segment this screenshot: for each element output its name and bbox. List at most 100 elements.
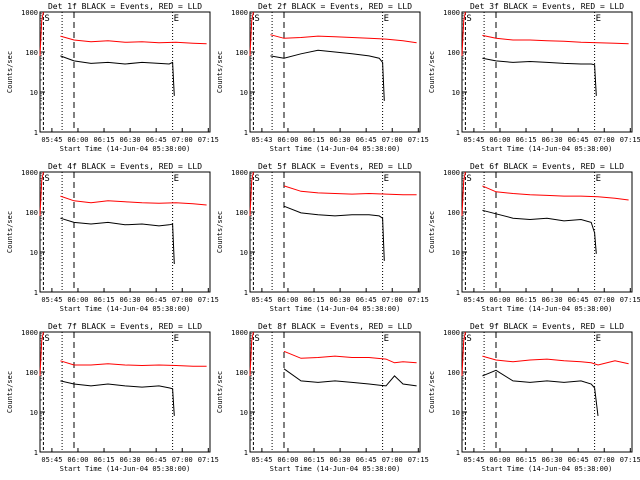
y-tick-label: 10: [30, 409, 38, 417]
x-tick-label: 06:15: [303, 456, 324, 464]
x-tick-label: 06:00: [277, 136, 298, 144]
x-tick-label: 07:00: [594, 136, 615, 144]
start-marker: S: [254, 14, 259, 24]
x-tick-label: 06:00: [67, 456, 88, 464]
x-tick-label: 07:00: [594, 296, 615, 304]
lld-series-line: [283, 185, 417, 196]
y-tick-label: 10: [240, 249, 248, 257]
y-axis-label: Counts/sec: [6, 51, 14, 93]
y-tick-label: 10: [452, 409, 460, 417]
y-tick-label: 100: [447, 49, 460, 57]
initial-spike: [461, 171, 466, 216]
x-tick-label: 06:45: [356, 136, 377, 144]
y-tick-label: 10: [452, 89, 460, 97]
x-tick-label: 06:45: [568, 456, 589, 464]
plot-frame: [39, 331, 211, 453]
initial-spike: [461, 11, 466, 56]
y-tick-label: 1000: [443, 329, 460, 337]
x-tick-label: 06:45: [568, 136, 589, 144]
x-tick-label: 05:45: [251, 296, 272, 304]
x-axis-label: Start Time (14-Jun-04 05:38:00): [60, 305, 191, 313]
x-tick-label: 07:15: [408, 296, 429, 304]
events-series-line: [283, 205, 385, 261]
x-tick-label: 06:00: [67, 136, 88, 144]
x-tick-label: 06:30: [330, 296, 351, 304]
x-tick-label: 07:00: [382, 456, 403, 464]
y-tick-label: 100: [235, 369, 248, 377]
x-tick-label: 07:00: [172, 456, 193, 464]
panel-7: Det 7f BLACK = Events, RED = LLD 1 10 100 10…: [6, 322, 219, 473]
x-axis-label: Start Time (14-Jun-04 05:38:00): [60, 145, 191, 153]
end-marker: E: [174, 174, 179, 184]
x-tick-label: 06:15: [515, 296, 536, 304]
end-marker: E: [384, 174, 389, 184]
events-series-line: [60, 380, 175, 416]
plot-frame: [461, 331, 633, 453]
x-tick-label: 06:30: [330, 136, 351, 144]
y-tick-label: 1: [34, 449, 38, 457]
x-tick-label: 06:00: [489, 136, 510, 144]
x-tick-label: 06:00: [67, 296, 88, 304]
x-axis-label: Start Time (14-Jun-04 05:38:00): [60, 465, 191, 473]
x-tick-label: 07:15: [620, 456, 640, 464]
y-axis-label: Counts/sec: [216, 371, 224, 413]
y-axis-label: Counts/sec: [428, 211, 436, 253]
y-tick-label: 100: [447, 209, 460, 217]
y-axis-label: Counts/sec: [6, 371, 14, 413]
x-tick-label: 06:15: [515, 456, 536, 464]
x-tick-label: 06:15: [303, 296, 324, 304]
x-tick-label: 06:45: [146, 296, 167, 304]
y-tick-label: 1000: [21, 169, 38, 177]
lld-series-line: [482, 185, 629, 201]
panel-5: Det 5f BLACK = Events, RED = LLD 1 10 100 10…: [216, 162, 429, 313]
y-tick-label: 100: [25, 49, 38, 57]
y-tick-label: 1: [34, 289, 38, 297]
lld-series-line: [270, 34, 417, 44]
y-tick-label: 1000: [21, 9, 38, 17]
y-tick-label: 1000: [231, 9, 248, 17]
events-series-line: [482, 57, 597, 96]
y-tick-label: 100: [25, 369, 38, 377]
x-tick-label: 06:45: [146, 456, 167, 464]
y-tick-label: 10: [452, 249, 460, 257]
x-tick-label: 07:00: [172, 296, 193, 304]
events-series-line: [60, 217, 175, 265]
panel-3: Det 3f BLACK = Events, RED = LLD 1 10 100 10…: [428, 2, 640, 153]
panel-2: Det 2f BLACK = Events, RED = LLD 1 10 100 10…: [216, 2, 429, 153]
x-tick-label: 05:45: [463, 136, 484, 144]
x-tick-label: 05:45: [41, 456, 62, 464]
initial-spike: [461, 331, 466, 376]
x-tick-label: 07:15: [198, 456, 219, 464]
plot-frame: [461, 11, 633, 133]
y-tick-label: 100: [235, 49, 248, 57]
y-tick-label: 1: [244, 289, 248, 297]
plot-frame: [249, 331, 421, 453]
lld-series-line: [60, 360, 207, 367]
x-tick-label: 06:00: [489, 456, 510, 464]
panel-1: Det 1f BLACK = Events, RED = LLD 1 10 100 10…: [6, 2, 219, 153]
panel-title: Det 7f BLACK = Events, RED = LLD: [48, 322, 202, 331]
x-tick-label: 06:15: [515, 136, 536, 144]
start-marker: S: [254, 334, 259, 344]
x-axis-label: Start Time (14-Jun-04 05:38:00): [270, 145, 401, 153]
x-tick-label: 07:15: [408, 456, 429, 464]
initial-spike: [39, 11, 44, 56]
start-marker: S: [466, 14, 471, 24]
initial-spike: [39, 331, 44, 376]
y-tick-label: 100: [235, 209, 248, 217]
x-tick-label: 06:45: [356, 296, 377, 304]
plot-frame: [249, 171, 421, 293]
end-marker: E: [174, 334, 179, 344]
x-tick-label: 06:00: [489, 296, 510, 304]
events-series-line: [482, 369, 599, 416]
start-marker: S: [466, 334, 471, 344]
x-tick-label: 07:15: [408, 136, 429, 144]
x-tick-label: 06:30: [120, 136, 141, 144]
end-marker: E: [384, 334, 389, 344]
panel-title: Det 6f BLACK = Events, RED = LLD: [470, 162, 624, 171]
lld-series-line: [283, 350, 417, 364]
initial-spike: [39, 171, 44, 216]
x-tick-label: 07:15: [198, 136, 219, 144]
panel-title: Det 4f BLACK = Events, RED = LLD: [48, 162, 202, 171]
x-tick-label: 05:45: [463, 296, 484, 304]
